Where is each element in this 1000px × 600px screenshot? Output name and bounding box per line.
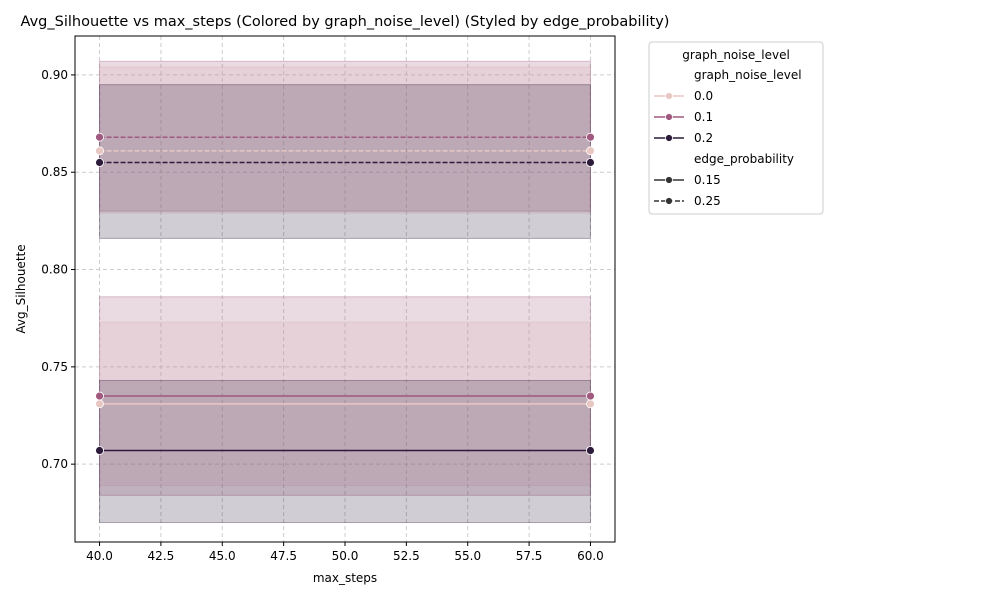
- legend-title: graph_noise_level: [682, 48, 790, 62]
- legend: graph_noise_level graph_noise_level 0.00…: [648, 41, 824, 215]
- y-tick-label: 0.80: [41, 263, 68, 277]
- y-tick-label: 0.75: [41, 360, 68, 374]
- chart-title: Avg_Silhouette vs max_steps (Colored by …: [21, 14, 670, 30]
- legend-style-header: edge_probability: [694, 152, 794, 166]
- legend-style-entries: 0.15 0.25: [654, 173, 721, 208]
- y-tick-label: 0.70: [41, 457, 68, 471]
- y-axis: 0.70 0.75 0.80 0.85 0.90: [41, 68, 75, 471]
- confidence-band: [99, 60, 591, 212]
- x-axis: 40.0 42.5 45.0 47.5 50.0 52.5 55.0 57.5 60.0: [86, 542, 604, 563]
- legend-style-label: 0.25: [694, 194, 721, 208]
- x-tick-label: 45.0: [209, 549, 236, 563]
- data-point: [95, 446, 104, 455]
- data-point: [586, 399, 595, 409]
- data-point: [586, 146, 595, 156]
- legend-hue-entries: 0.0 0.1 0.2: [654, 89, 713, 145]
- confidence-band: [99, 379, 591, 524]
- legend-hue-marker: [665, 113, 673, 121]
- data-point: [586, 391, 595, 401]
- legend-hue-header: graph_noise_level: [694, 68, 802, 82]
- data-point: [586, 132, 595, 142]
- x-tick-label: 47.5: [270, 549, 297, 563]
- legend-hue-marker: [665, 134, 673, 142]
- legend-style-marker: [665, 176, 673, 184]
- legend-hue-label: 0.1: [694, 110, 713, 124]
- data-point: [586, 158, 595, 167]
- x-tick-label: 60.0: [577, 549, 604, 563]
- legend-hue-label: 0.0: [694, 89, 713, 103]
- data-point: [95, 399, 104, 409]
- legend-hue-label: 0.2: [694, 131, 713, 145]
- data-point: [586, 446, 595, 455]
- x-tick-label: 57.5: [516, 549, 543, 563]
- legend-hue-marker: [665, 92, 673, 100]
- y-tick-label: 0.85: [41, 165, 68, 179]
- y-axis-label: Avg_Silhouette: [14, 244, 28, 333]
- x-axis-label: max_steps: [313, 571, 377, 585]
- x-tick-label: 42.5: [148, 549, 175, 563]
- x-tick-label: 52.5: [393, 549, 420, 563]
- data-point: [95, 391, 104, 401]
- x-tick-label: 40.0: [86, 549, 113, 563]
- series-markers: [95, 132, 595, 455]
- data-point: [95, 132, 104, 142]
- legend-style-label: 0.15: [694, 173, 721, 187]
- x-tick-label: 55.0: [454, 549, 481, 563]
- y-tick-label: 0.90: [41, 68, 68, 82]
- x-tick-label: 50.0: [332, 549, 359, 563]
- series-lines: [99, 136, 591, 452]
- confidence-band: [99, 84, 591, 239]
- data-point: [95, 146, 104, 156]
- plot-area: [74, 35, 616, 543]
- data-point: [95, 158, 104, 167]
- grid: [75, 36, 615, 542]
- legend-style-marker: [665, 197, 673, 205]
- legend-frame: [648, 41, 824, 215]
